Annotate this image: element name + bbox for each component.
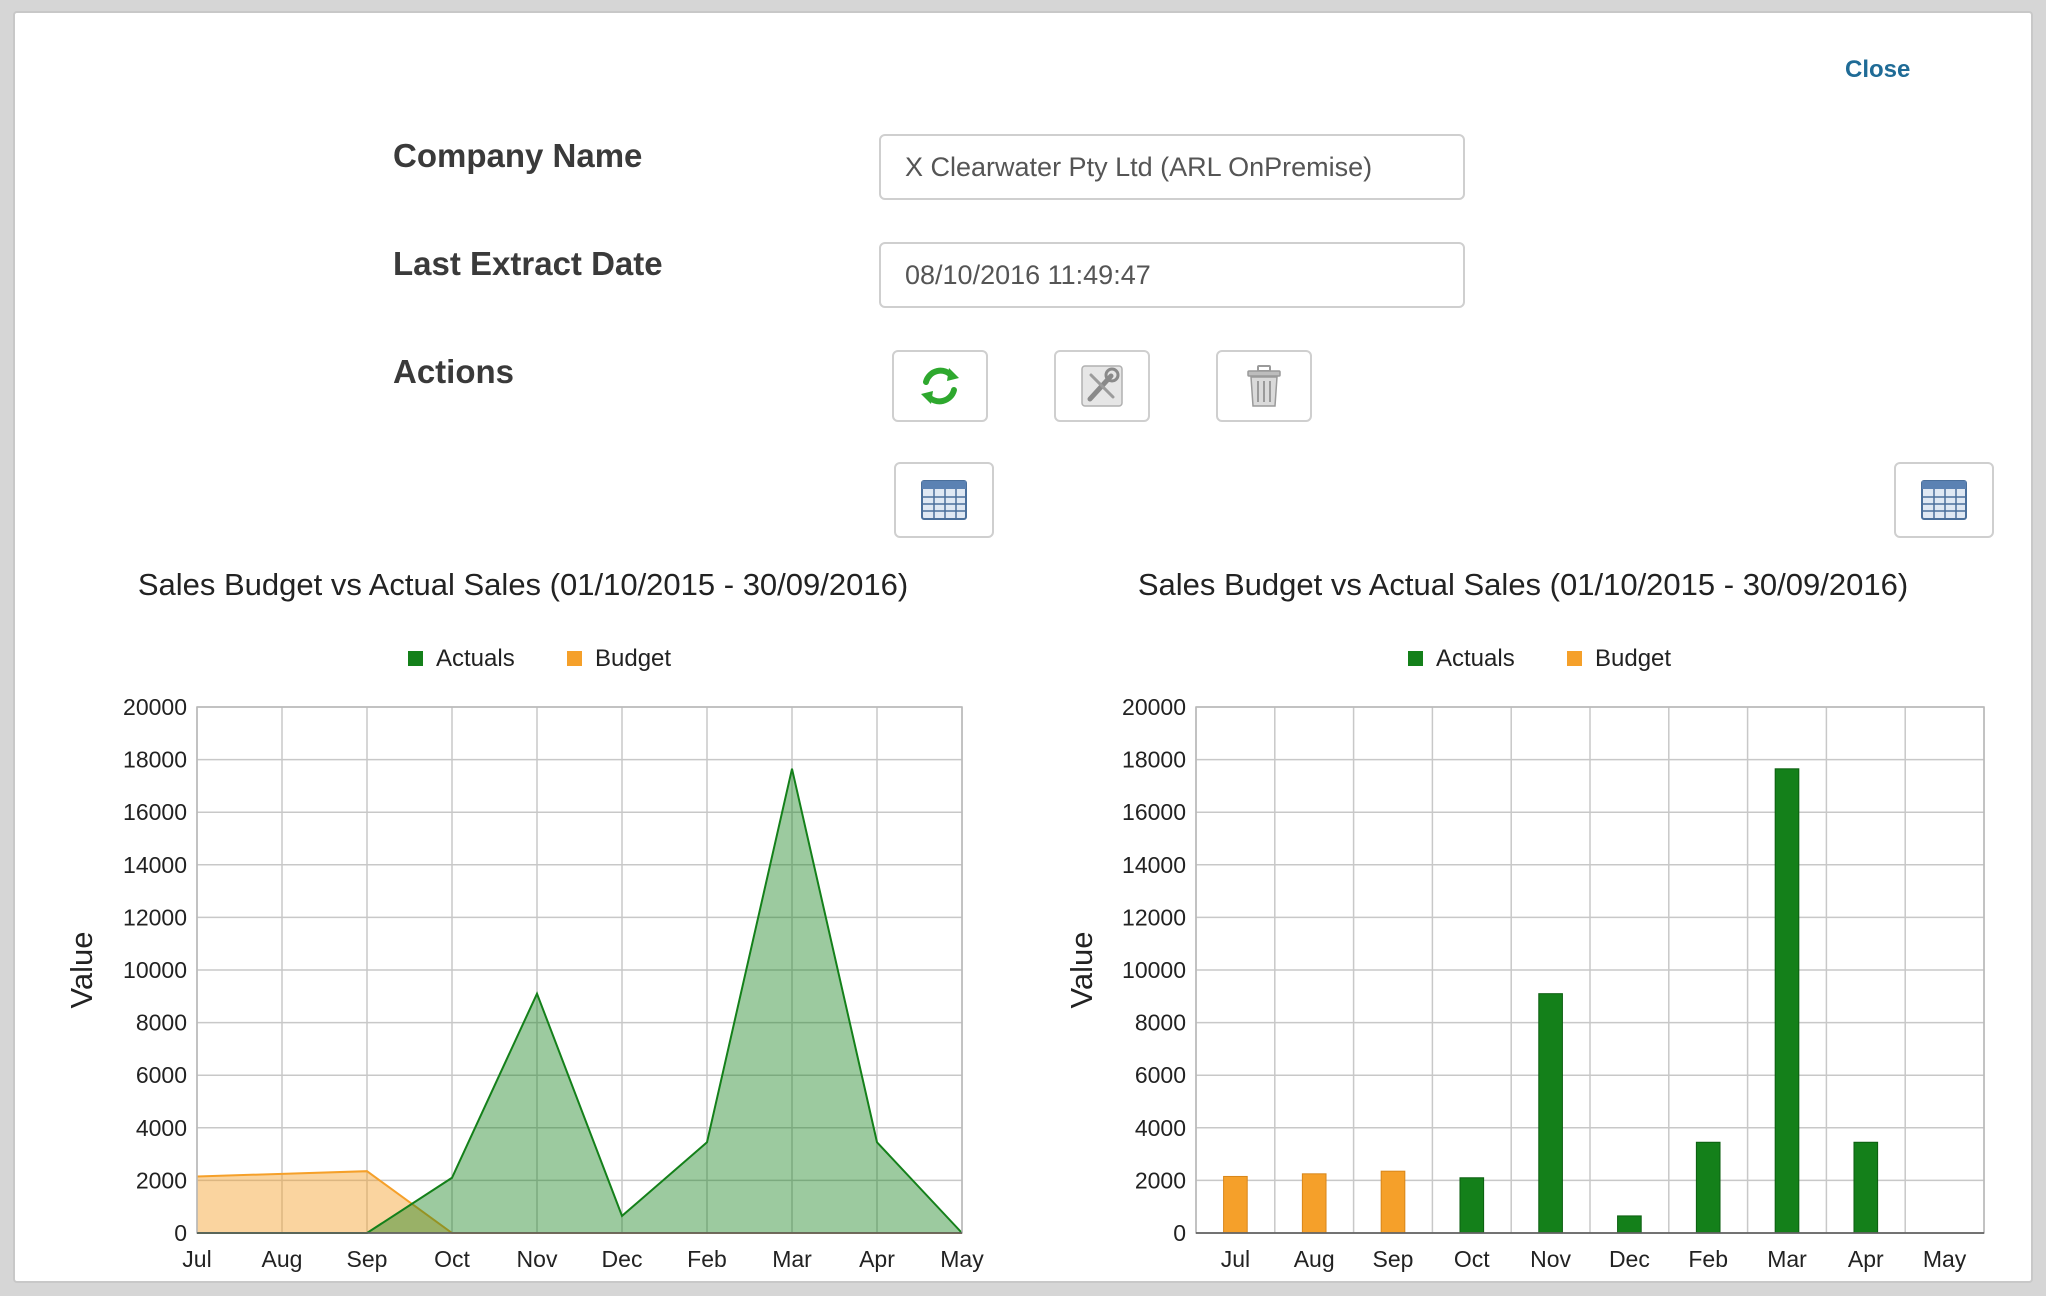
- y-tick-label: 18000: [123, 747, 187, 773]
- legend-swatch-actuals: [1408, 651, 1423, 666]
- actions-label: Actions: [393, 353, 515, 390]
- y-axis-label: Value: [64, 932, 99, 1009]
- x-tick-label: Feb: [687, 1246, 727, 1272]
- y-tick-label: 8000: [136, 1010, 187, 1036]
- table-view-button-left[interactable]: [894, 462, 994, 538]
- legend-label-actuals: Actuals: [436, 645, 515, 672]
- data-point-actuals: [536, 993, 538, 995]
- company-name-label: Company Name: [393, 137, 643, 174]
- data-point-actuals: [621, 1215, 623, 1217]
- y-tick-label: 20000: [123, 694, 187, 720]
- last-extract-date-label: Last Extract Date: [393, 245, 663, 282]
- y-tick-label: 12000: [123, 904, 187, 930]
- y-tick-label: 12000: [1122, 904, 1186, 930]
- y-tick-label: 10000: [123, 957, 187, 983]
- last-extract-date-field[interactable]: [879, 242, 1465, 308]
- y-axis-label: Value: [1064, 932, 1099, 1009]
- table-icon: [1921, 480, 1967, 520]
- x-tick-label: Aug: [262, 1246, 303, 1272]
- bar-budget: [1380, 1170, 1406, 1234]
- refresh-icon: [921, 367, 959, 405]
- bar-actuals: [1774, 768, 1800, 1234]
- x-tick-label: Oct: [1454, 1246, 1490, 1272]
- x-tick-label: Nov: [517, 1246, 558, 1272]
- x-tick-label: Apr: [859, 1246, 895, 1272]
- x-tick-label: Mar: [772, 1246, 812, 1272]
- x-tick-label: Apr: [1848, 1246, 1884, 1272]
- data-point-budget: [366, 1170, 368, 1172]
- y-tick-label: 18000: [1122, 747, 1186, 773]
- y-tick-label: 16000: [123, 799, 187, 825]
- bar-actuals: [1617, 1215, 1642, 1234]
- x-tick-label: Nov: [1530, 1246, 1571, 1272]
- bar-budget: [1301, 1173, 1327, 1234]
- y-tick-label: 14000: [1122, 852, 1186, 878]
- chart-title: Sales Budget vs Actual Sales (01/10/2015…: [1138, 567, 1908, 602]
- y-tick-label: 0: [174, 1220, 187, 1246]
- table-view-button-right[interactable]: [1894, 462, 1994, 538]
- tools-icon: [1081, 365, 1123, 407]
- x-tick-label: Sep: [1373, 1246, 1414, 1272]
- y-tick-label: 8000: [1135, 1010, 1186, 1036]
- x-tick-label: Jul: [1221, 1246, 1250, 1272]
- company-name-field[interactable]: [879, 134, 1465, 200]
- y-tick-label: 6000: [136, 1062, 187, 1088]
- legend-swatch-actuals: [408, 651, 423, 666]
- y-tick-label: 4000: [136, 1115, 187, 1141]
- chart-title: Sales Budget vs Actual Sales (01/10/2015…: [138, 567, 908, 602]
- table-icon: [921, 480, 967, 520]
- legend-label-budget: Budget: [595, 645, 671, 672]
- legend-label-actuals: Actuals: [1436, 645, 1515, 672]
- settings-button[interactable]: [1054, 350, 1150, 422]
- y-tick-label: 4000: [1135, 1115, 1186, 1141]
- bar-budget: [1223, 1175, 1248, 1234]
- x-tick-label: Dec: [602, 1246, 643, 1272]
- x-tick-label: Mar: [1767, 1246, 1807, 1272]
- data-point-budget: [281, 1173, 283, 1175]
- delete-button[interactable]: [1216, 350, 1312, 422]
- bar-actuals: [1538, 993, 1563, 1234]
- y-tick-label: 10000: [1122, 957, 1186, 983]
- y-tick-label: 20000: [1122, 694, 1186, 720]
- y-tick-label: 2000: [136, 1167, 187, 1193]
- company-details-dialog: [13, 11, 2033, 1283]
- legend-swatch-budget: [567, 651, 582, 666]
- data-point-actuals: [706, 1141, 708, 1143]
- x-tick-label: Feb: [1688, 1246, 1728, 1272]
- y-tick-label: 14000: [123, 852, 187, 878]
- x-tick-label: Aug: [1294, 1246, 1335, 1272]
- data-point-actuals: [876, 1141, 878, 1143]
- legend-swatch-budget: [1567, 651, 1582, 666]
- legend-label-budget: Budget: [1595, 645, 1671, 672]
- bar-actuals: [1459, 1177, 1485, 1234]
- x-tick-label: May: [940, 1246, 984, 1272]
- x-tick-label: Jul: [182, 1246, 211, 1272]
- y-tick-label: 2000: [1135, 1167, 1186, 1193]
- data-point-actuals: [791, 768, 793, 770]
- area-actuals: [197, 768, 962, 1233]
- x-tick-label: Dec: [1609, 1246, 1650, 1272]
- x-tick-label: May: [1923, 1246, 1967, 1272]
- bar-actuals: [1853, 1141, 1879, 1234]
- data-point-actuals: [451, 1177, 453, 1179]
- y-tick-label: 16000: [1122, 799, 1186, 825]
- trash-icon: [1247, 365, 1281, 407]
- y-tick-label: 0: [1173, 1220, 1186, 1246]
- x-tick-label: Oct: [434, 1246, 470, 1272]
- y-tick-label: 6000: [1135, 1062, 1186, 1088]
- close-link[interactable]: Close: [1845, 56, 1911, 83]
- x-tick-label: Sep: [347, 1246, 388, 1272]
- bar-actuals: [1695, 1141, 1721, 1234]
- refresh-button[interactable]: [892, 350, 988, 422]
